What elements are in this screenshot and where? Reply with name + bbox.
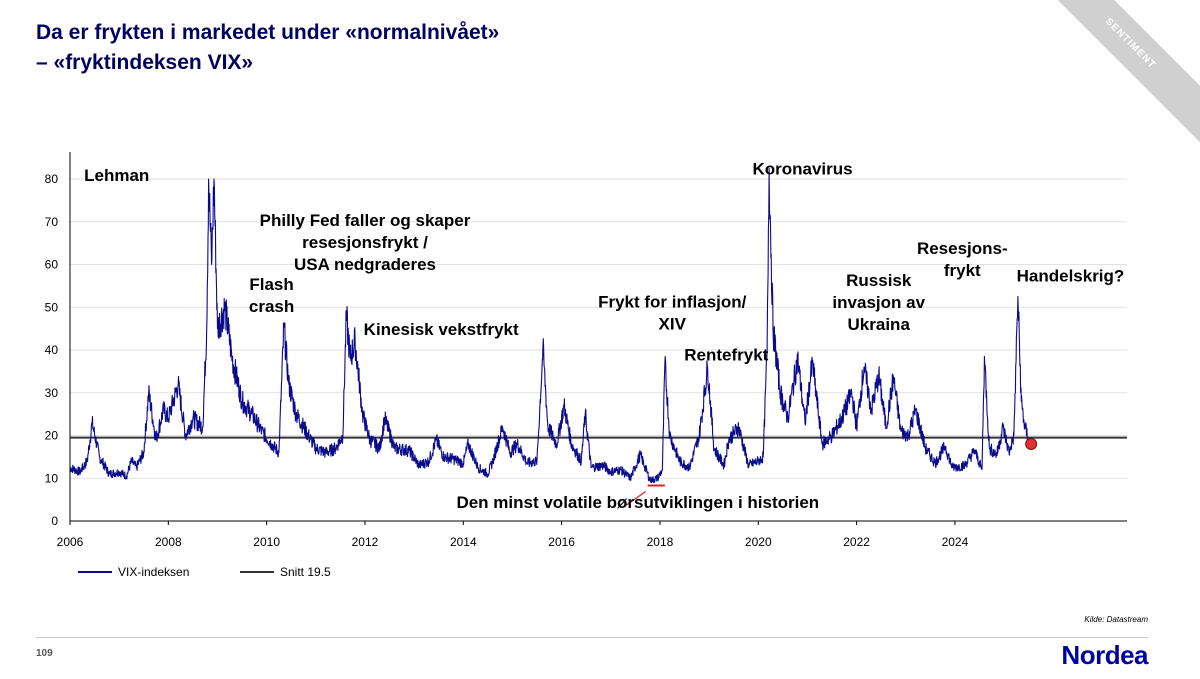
annotation-line: frykt <box>944 261 981 280</box>
x-tick-label: 2008 <box>155 535 182 549</box>
y-tick-label: 50 <box>45 300 59 314</box>
y-tick-label: 20 <box>45 429 59 443</box>
x-tick-label: 2018 <box>647 535 674 549</box>
legend-label-average: Snitt 19.5 <box>280 565 331 579</box>
annotation-lehman: Lehman <box>84 166 149 185</box>
legend-label-vix: VIX-indeksen <box>118 565 189 579</box>
annotation-line: Rentefrykt <box>684 346 768 365</box>
x-tick-label: 2006 <box>57 535 84 549</box>
x-tick-label: 2010 <box>253 535 280 549</box>
annotation-line: Russisk <box>846 271 912 290</box>
y-tick-label: 40 <box>45 343 59 357</box>
chart-series <box>69 167 1127 507</box>
annotation-line: Lehman <box>84 166 149 185</box>
annotation-korona: Koronavirus <box>752 160 852 179</box>
page-number: 109 <box>36 648 53 659</box>
annotation-line: Koronavirus <box>752 160 852 179</box>
annotation-line: USA nedgraderes <box>294 255 436 274</box>
last-value-marker <box>1025 438 1038 451</box>
annotation-line: invasjon av <box>832 293 925 312</box>
chart-annotations: Lehman Flash crash Philly Fed faller og ska… <box>84 160 1124 512</box>
y-tick-label: 30 <box>45 386 59 400</box>
source-note: Kilde: Datastream <box>1084 615 1148 624</box>
low-volatility-arrow <box>625 491 647 507</box>
annotation-line: Kinesisk vekstfrykt <box>364 320 519 339</box>
annotation-line: Ukraina <box>848 315 911 334</box>
annotation-line: Flash <box>249 275 293 294</box>
annotation-line: resesjonsfrykt / <box>302 233 428 252</box>
page-title: Da er frykten i markedet under «normalni… <box>36 18 499 78</box>
annotation-russisk: Russisk invasjon av Ukraina <box>832 271 925 334</box>
nordea-logo: Nordea <box>1061 640 1148 670</box>
y-tick-label: 60 <box>45 258 59 272</box>
chart-legend: VIX-indeksen Snitt 19.5 <box>78 565 331 579</box>
x-tick-label: 2016 <box>548 535 575 549</box>
x-tick-label: 2022 <box>843 535 870 549</box>
annotation-line: Handelskrig? <box>1017 267 1125 286</box>
annotation-handel: Handelskrig? <box>1017 267 1125 286</box>
y-tick-label: 80 <box>45 172 59 186</box>
annotation-line: Frykt for inflasjon/ <box>598 292 747 311</box>
annotation-inflasjon: Frykt for inflasjon/XIV <box>598 292 747 333</box>
annotation-line: Den minst volatile børsutviklingen i his… <box>456 493 819 512</box>
annotation-philly: Philly Fed faller og skaper resesjonsfryk… <box>260 211 471 274</box>
y-tick-label: 70 <box>45 215 59 229</box>
annotation-line: crash <box>249 297 294 316</box>
x-tick-label: 2024 <box>942 535 969 549</box>
annotation-line: XIV <box>659 314 687 333</box>
annotation-line: Resesjons- <box>917 239 1008 258</box>
annotation-rente: Rentefrykt <box>684 346 768 365</box>
x-tick-label: 2014 <box>450 535 477 549</box>
x-tick-label: 2020 <box>745 535 772 549</box>
y-tick-label: 10 <box>45 471 59 485</box>
vix-series-line <box>69 167 1032 484</box>
title-line-1: Da er frykten i markedet under «normalni… <box>36 21 500 44</box>
annotation-line: Philly Fed faller og skaper <box>260 211 471 230</box>
title-line-2: – «fryktindeksen VIX» <box>36 51 254 74</box>
annotation-kinesisk: Kinesisk vekstfrykt <box>364 320 519 339</box>
annotation-resesjon: Resesjons-frykt <box>917 239 1008 280</box>
y-tick-label: 0 <box>51 514 58 528</box>
footer-divider <box>36 637 1148 638</box>
annotation-minst: Den minst volatile børsutviklingen i his… <box>456 493 819 512</box>
x-tick-label: 2012 <box>352 535 379 549</box>
chart-axes: 0 10 20 30 40 50 60 70 80 2006 2008 2010 2012 2014 201… <box>45 152 1127 549</box>
annotation-flash: Flash crash <box>249 275 294 316</box>
